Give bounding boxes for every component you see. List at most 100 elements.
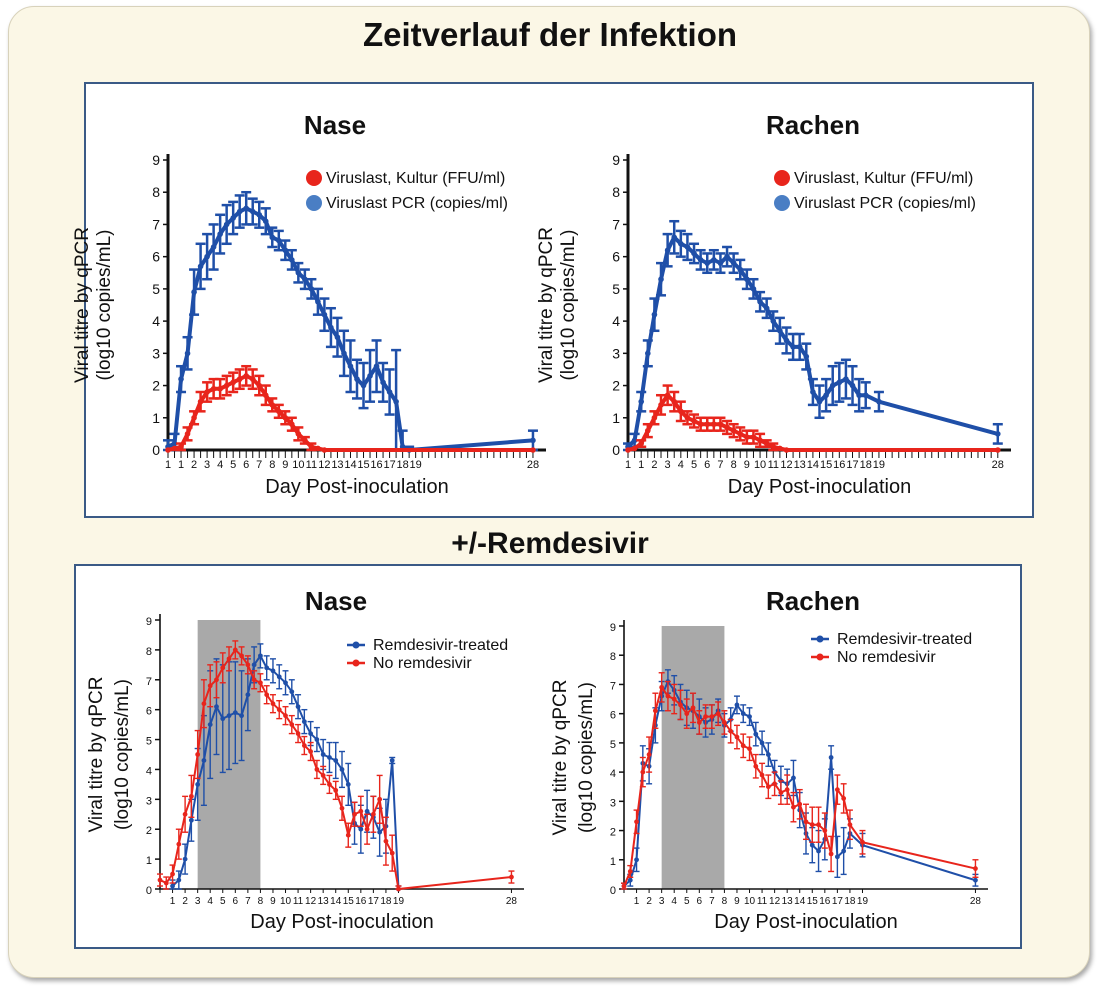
- data-point: [226, 713, 232, 719]
- y-tick-label: 1: [152, 410, 160, 426]
- y-tick-label: 0: [610, 885, 616, 897]
- legend-marker: [352, 659, 360, 667]
- y-tick-label: 4: [146, 765, 152, 777]
- data-point: [816, 398, 823, 405]
- data-point: [320, 773, 326, 778]
- x-tick-label: 12: [305, 896, 317, 907]
- x-tick-label: 2: [191, 459, 197, 471]
- x-tick-label: 15: [357, 459, 369, 471]
- data-point: [276, 674, 282, 680]
- data-point: [163, 880, 169, 886]
- x-tick-label: 17: [832, 896, 844, 907]
- data-point: [269, 234, 276, 241]
- y-tick-label: 8: [610, 651, 616, 663]
- data-point: [690, 705, 696, 711]
- data-point: [239, 653, 244, 659]
- data-point: [747, 746, 752, 752]
- data-point: [763, 305, 770, 312]
- data-point: [243, 373, 250, 379]
- data-point: [295, 431, 302, 437]
- data-point: [715, 711, 721, 717]
- data-point: [750, 434, 757, 440]
- x-tick-label: 8: [722, 896, 728, 907]
- data-point: [195, 752, 201, 757]
- data-point: [289, 421, 295, 428]
- data-point: [684, 414, 691, 421]
- data-point: [157, 877, 163, 883]
- data-point: [717, 260, 724, 266]
- x-tick-label: 12: [769, 896, 781, 907]
- data-point: [333, 758, 339, 763]
- x-tick-label: 2: [182, 896, 188, 907]
- panel-title: Nase: [305, 586, 367, 616]
- data-point: [757, 298, 763, 305]
- data-point: [816, 822, 821, 828]
- data-point: [377, 829, 383, 835]
- y-tick-label: 5: [152, 281, 160, 297]
- data-point: [301, 743, 307, 748]
- data-point: [223, 382, 230, 389]
- data-point: [170, 883, 175, 889]
- data-point: [734, 734, 740, 740]
- data-point: [230, 215, 236, 221]
- data-point: [182, 811, 188, 817]
- data-point: [308, 286, 315, 292]
- data-point: [631, 445, 638, 452]
- x-tick-label: 4: [678, 459, 684, 471]
- data-point: [671, 696, 677, 702]
- data-point: [671, 398, 678, 405]
- y-tick-label: 3: [152, 345, 160, 361]
- legend-background: [770, 163, 1022, 215]
- x-tick-label: 12: [318, 459, 330, 471]
- data-point: [275, 408, 282, 415]
- y-axis-label-line: Viral titre by qPCR: [536, 227, 557, 383]
- data-point: [744, 276, 750, 283]
- data-point: [717, 421, 724, 428]
- data-point: [295, 704, 301, 710]
- x-tick-label: 11: [757, 896, 768, 907]
- data-point: [664, 392, 671, 399]
- x-tick-label: 19: [857, 896, 869, 907]
- data-point: [509, 874, 514, 880]
- data-point: [994, 431, 1001, 437]
- data-point: [283, 713, 288, 719]
- x-tick-label: 15: [343, 896, 355, 907]
- data-point: [270, 701, 276, 707]
- data-point: [347, 363, 354, 370]
- x-tick-label: 15: [820, 459, 832, 471]
- y-axis-label-line: Viral titre by qPCR: [72, 227, 93, 383]
- data-point: [308, 749, 314, 754]
- x-tick-label: 9: [734, 896, 740, 907]
- y-axis-label-line: Viral titre by qPCR: [86, 677, 107, 833]
- y-tick-label: 2: [610, 827, 616, 839]
- data-point: [370, 811, 376, 817]
- data-point: [320, 752, 326, 757]
- x-axis-label: Day Post-inoculation: [265, 476, 448, 498]
- section-title-remdesivir: +/-Remdesivir: [451, 527, 649, 560]
- data-point: [358, 826, 364, 832]
- data-point: [367, 373, 373, 379]
- data-point: [625, 447, 631, 453]
- data-point: [836, 379, 843, 386]
- data-point: [849, 382, 856, 389]
- data-point: [333, 787, 339, 793]
- data-point: [364, 826, 370, 832]
- data-point: [204, 389, 210, 395]
- data-point: [191, 289, 197, 295]
- x-tick-label: 16: [370, 459, 382, 471]
- x-tick-label: 19: [873, 459, 885, 471]
- y-axis-label-line: (log10 copies/mL): [558, 229, 579, 380]
- data-point: [658, 276, 664, 283]
- data-point: [621, 883, 627, 889]
- x-tick-label: 3: [665, 459, 671, 471]
- data-point: [197, 263, 204, 270]
- y-tick-label: 0: [152, 442, 160, 458]
- x-tick-label: 7: [717, 459, 723, 471]
- x-tick-label: 10: [280, 896, 292, 907]
- x-tick-label: 16: [355, 896, 367, 907]
- legend-label: No remdesivir: [373, 655, 472, 672]
- x-tick-label: 11: [293, 896, 304, 907]
- data-point: [645, 427, 651, 434]
- data-point: [207, 683, 213, 689]
